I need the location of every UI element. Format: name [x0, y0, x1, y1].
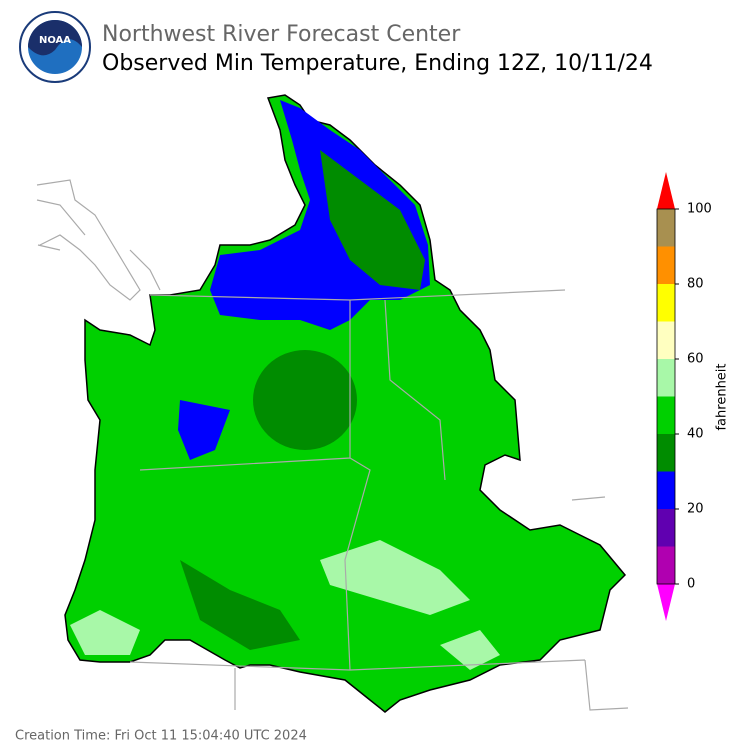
colorbar-bin	[657, 509, 675, 547]
colorbar-tick-label: 80	[687, 277, 704, 292]
colorbar-tick-label: 0	[687, 577, 695, 592]
colorbar-bin	[657, 284, 675, 322]
colorbar-tick-label: 40	[687, 427, 704, 442]
colorbar-tick-label: 20	[687, 502, 704, 517]
warm-region	[440, 630, 500, 670]
colorbar-bin	[657, 209, 675, 247]
colorbar-frame	[656, 208, 676, 585]
state-borders	[129, 289, 629, 711]
creation-time: Creation Time: Fri Oct 11 15:04:40 UTC 2…	[15, 729, 307, 744]
colorbar-under	[657, 584, 675, 621]
colorbar-bin	[657, 546, 675, 584]
colorbar-label: fahrenheit	[715, 363, 730, 430]
map-title: Observed Min Temperature, Ending 12Z, 10…	[102, 51, 653, 76]
colorbar-over	[657, 172, 675, 209]
warm-region	[320, 540, 470, 615]
colorbar-bin	[657, 246, 675, 284]
colorbar-tick-label: 60	[687, 352, 704, 367]
colorbar-bin	[657, 471, 675, 509]
colorbar-bin	[657, 434, 675, 472]
map	[36, 94, 629, 713]
valley-region	[320, 150, 425, 290]
logo: NOAA	[19, 11, 91, 83]
colorbar-bin	[657, 396, 675, 434]
agency-name: Northwest River Forecast Center	[102, 22, 461, 47]
logo-text: NOAA	[39, 35, 71, 46]
colorbar: 0 20 40 60 80 100	[656, 172, 712, 621]
plateau-region	[253, 350, 357, 450]
cold-region	[178, 400, 230, 460]
colorbar-bin	[657, 321, 675, 359]
valley-region	[180, 560, 300, 650]
colorbar-bin	[657, 359, 675, 397]
coastline	[36, 179, 161, 301]
warm-region	[70, 610, 140, 655]
colorbar-tick-label: 100	[687, 202, 712, 217]
